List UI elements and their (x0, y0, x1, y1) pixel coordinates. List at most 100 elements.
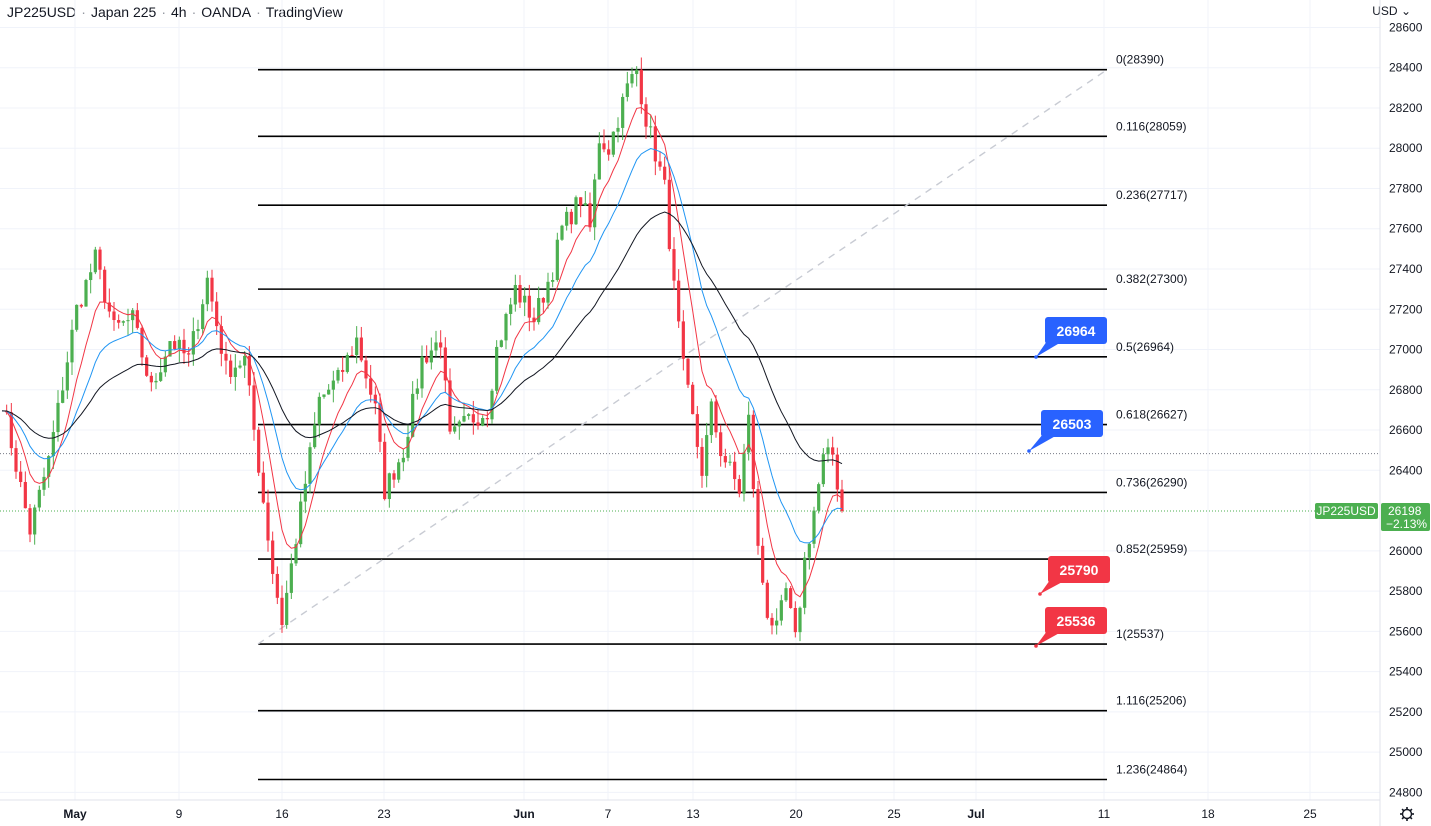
callout-label: 25790 (1060, 562, 1099, 578)
candle-down (229, 360, 233, 377)
candle-down (369, 378, 373, 395)
candle-down (140, 327, 144, 358)
callout-anchor (1034, 644, 1038, 648)
candle-up (817, 484, 821, 511)
fib-level-label: 0(28390) (1116, 53, 1164, 67)
candle-up (546, 281, 550, 303)
candle-down (658, 161, 662, 167)
candle-down (182, 339, 186, 354)
candle-down (392, 473, 396, 480)
candle-up (453, 426, 457, 432)
candle-up (798, 607, 802, 633)
callout-box[interactable] (1041, 410, 1103, 437)
candle-down (588, 203, 592, 228)
candle-up (65, 362, 69, 391)
candle-up (289, 563, 293, 593)
gear-ring (1401, 808, 1413, 820)
candle-down (569, 211, 573, 225)
current-price-tag[interactable] (1381, 502, 1430, 531)
candle-up (201, 304, 205, 330)
candle-down (266, 502, 270, 541)
candle-up (243, 355, 247, 366)
candle-down (14, 448, 18, 472)
candle-up (597, 143, 601, 180)
candle-up (75, 304, 79, 330)
candle-down (378, 403, 382, 442)
candle-down (224, 353, 228, 361)
gear-icon[interactable] (1400, 807, 1414, 821)
candle-down (79, 304, 83, 307)
candle-down (677, 280, 681, 322)
candle-up (154, 380, 158, 383)
candle-down (527, 295, 531, 318)
symbol-tag-label: JP225USD (1316, 504, 1376, 518)
candle-down (476, 422, 480, 426)
time-axis-label: Jun (513, 807, 534, 821)
candle-down (187, 353, 191, 355)
candle-down (98, 249, 102, 270)
time-axis-label: 11 (1098, 807, 1111, 821)
time-axis-label: 13 (686, 807, 700, 821)
candle-down (644, 104, 648, 127)
price-axis-label: 24800 (1389, 785, 1423, 799)
fib-level-label: 0.736(26290) (1116, 475, 1187, 489)
currency-selector[interactable]: USD ⌄ (1372, 4, 1411, 18)
time-axis-label: 18 (1201, 807, 1215, 821)
candle-up (420, 356, 424, 389)
candle-down (639, 69, 643, 105)
candle-down (149, 375, 153, 383)
candle-up (163, 356, 167, 373)
callout-box[interactable] (1045, 317, 1107, 344)
candle-down (700, 446, 704, 476)
candle-down (653, 126, 657, 162)
candle-up (285, 592, 289, 625)
price-axis-label: 27800 (1389, 181, 1423, 195)
candle-down (135, 310, 139, 328)
moving-average-line (1, 211, 843, 465)
price-axis-label: 28000 (1389, 141, 1423, 155)
price-axis-label: 28400 (1389, 61, 1423, 75)
candle-up (504, 313, 508, 341)
candle-down (485, 417, 489, 420)
instrument-name: Japan 225 (90, 4, 157, 20)
candle-up (649, 126, 653, 128)
candle-up (191, 331, 195, 355)
candle-up (299, 501, 303, 545)
candle-up (397, 462, 401, 480)
candle-up (616, 127, 620, 132)
fib-level-label: 1(25537) (1116, 627, 1164, 641)
candle-down (789, 588, 793, 609)
candle-up (37, 489, 41, 508)
candle-up (84, 280, 88, 307)
callout-label: 25536 (1057, 613, 1096, 629)
price-axis-label: 26000 (1389, 544, 1423, 558)
candle-up (565, 211, 569, 226)
symbol-name[interactable]: JP225USD (7, 4, 77, 20)
candle-up (331, 380, 335, 390)
callout-box[interactable] (1045, 607, 1107, 634)
candle-up (313, 424, 317, 448)
time-axis-label: 25 (887, 807, 901, 821)
candle-down (23, 481, 27, 509)
callout-box[interactable] (1048, 556, 1110, 583)
candle-up (551, 280, 555, 282)
candle-up (709, 401, 713, 436)
candle-down (765, 582, 769, 618)
symbol-price-tag (1315, 502, 1378, 519)
fib-level-label: 1.116(25206) (1116, 694, 1187, 708)
candle-up (303, 483, 307, 502)
price-axis-label: 27600 (1389, 222, 1423, 236)
candle-up (611, 131, 615, 155)
callout-anchor (1034, 355, 1038, 359)
candle-down (695, 414, 699, 447)
candle-up (625, 83, 629, 97)
candle-down (723, 456, 727, 463)
candle-up (807, 543, 811, 558)
candle-up (51, 432, 55, 457)
candle-up (233, 367, 237, 377)
fib-level-label: 0.5(26964) (1116, 340, 1174, 354)
fib-level-label: 0.382(27300) (1116, 272, 1187, 286)
candle-up (294, 544, 298, 564)
